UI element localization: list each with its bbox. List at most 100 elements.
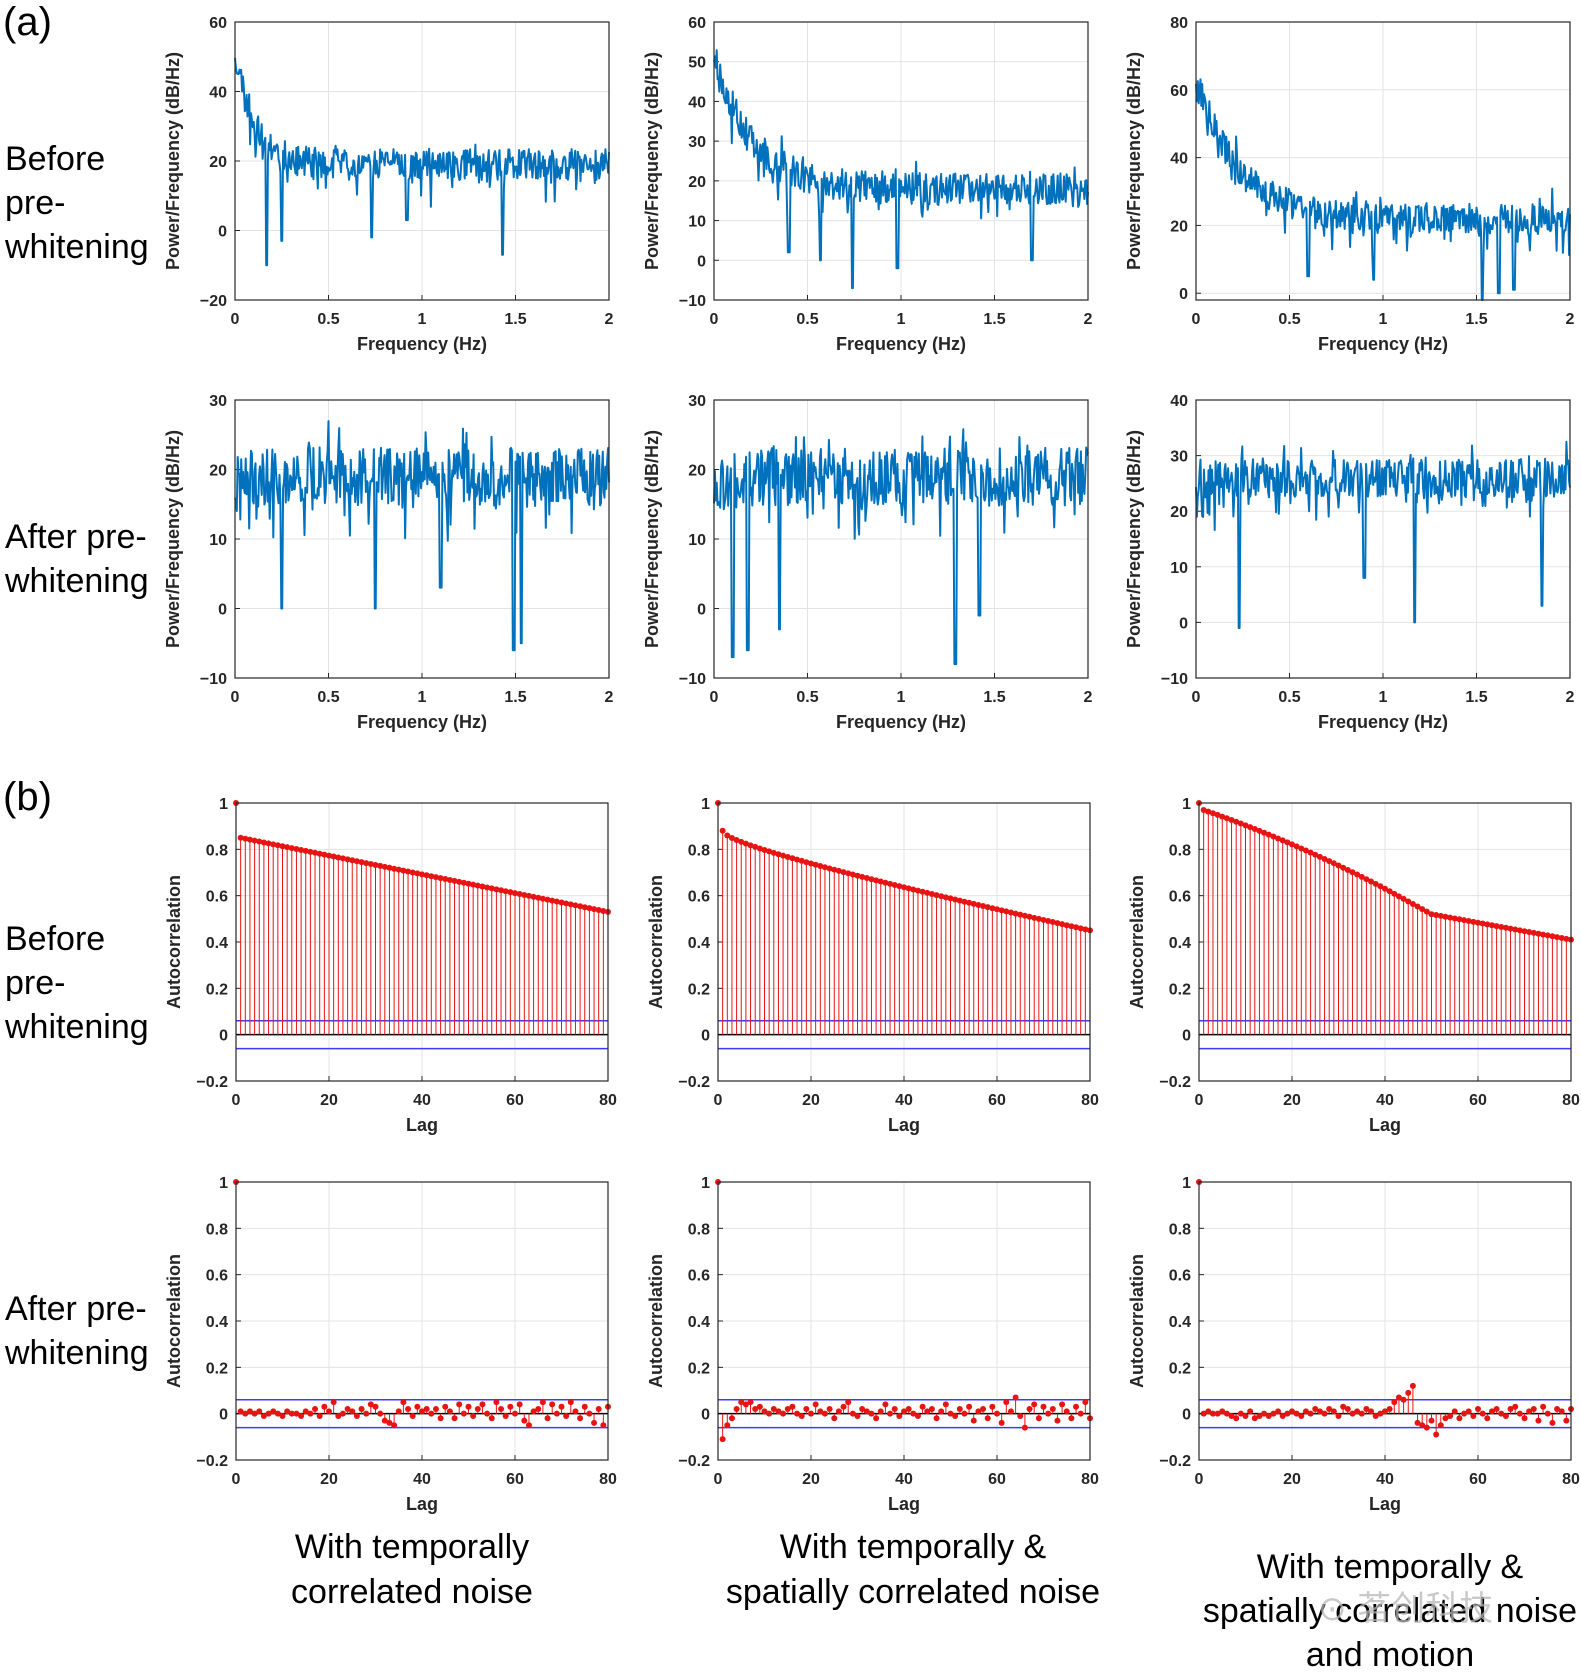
marker-lag-54 [484, 884, 491, 891]
marker-lag-58 [502, 888, 509, 895]
x-tick-label: 0 [232, 1471, 241, 1488]
y-tick-label: 0.8 [1169, 1221, 1191, 1238]
marker-lag-77 [1073, 924, 1080, 931]
marker-lag-69 [1035, 915, 1042, 922]
marker-lag-21 [812, 861, 819, 868]
row-label-b2-line1: After pre- [5, 1290, 147, 1328]
marker-lag-20 [808, 1410, 814, 1417]
marker-lag-23 [339, 1410, 346, 1417]
marker-lag-38 [1372, 880, 1379, 887]
marker-lag-73 [1054, 1417, 1061, 1424]
y-tick-label: 1 [701, 796, 710, 813]
y-tick-label: 20 [1170, 504, 1188, 521]
marker-lag-66 [1021, 1424, 1028, 1431]
marker-lag-31 [1340, 1403, 1347, 1410]
x-tick-label: 80 [1081, 1092, 1099, 1109]
marker-lag-56 [1456, 1415, 1463, 1422]
marker-lag-63 [1007, 1408, 1014, 1415]
marker-lag-39 [896, 883, 903, 890]
marker-lag-43 [1395, 893, 1402, 900]
marker-lag-70 [1521, 1415, 1528, 1422]
marker-lag-79 [1082, 926, 1089, 933]
marker-lag-20 [1289, 841, 1295, 848]
marker-lag-55 [970, 1417, 977, 1424]
marker-lag-13 [293, 1410, 300, 1417]
marker-lag-51 [952, 896, 959, 903]
marker-lag-22 [335, 854, 342, 861]
marker-lag-23 [821, 864, 828, 871]
y-tick-label: −0.2 [1159, 1074, 1191, 1091]
x-tick-label: 40 [895, 1471, 913, 1488]
marker-lag-21 [1293, 1410, 1300, 1417]
marker-lag-40 [1382, 1408, 1388, 1415]
x-tick-label: 1 [1379, 311, 1388, 328]
marker-lag-4 [251, 1410, 258, 1417]
marker-lag-16 [1270, 833, 1277, 840]
marker-lag-17 [312, 849, 319, 856]
marker-lag-22 [335, 1412, 342, 1419]
marker-lag-67 [1507, 925, 1514, 932]
marker-lag-61 [1479, 1410, 1486, 1417]
y-tick-label: 80 [1170, 15, 1188, 32]
marker-lag-35 [395, 1408, 402, 1415]
marker-lag-62 [1003, 1399, 1010, 1406]
marker-lag-38 [891, 881, 898, 888]
x-tick-label: 0.5 [1278, 689, 1300, 706]
marker-lag-29 [1330, 860, 1337, 867]
y-tick-label: 30 [688, 134, 706, 151]
x-tick-label: 80 [599, 1471, 617, 1488]
marker-lag-40 [1382, 885, 1388, 892]
y-tick-label: 60 [209, 15, 227, 32]
marker-lag-58 [502, 1412, 509, 1419]
marker-lag-24 [826, 1406, 833, 1413]
marker-lag-3 [728, 1415, 735, 1422]
x-tick-label: 20 [1283, 1092, 1301, 1109]
marker-lag-16 [789, 855, 796, 862]
marker-lag-60 [994, 1410, 1000, 1417]
x-axis-label: Lag [406, 1115, 438, 1135]
marker-lag-30 [854, 1412, 861, 1419]
marker-lag-56 [1456, 916, 1463, 923]
x-axis-label: Frequency (Hz) [1318, 712, 1448, 732]
marker-lag-60 [994, 906, 1000, 913]
marker-lag-14 [1261, 1410, 1268, 1417]
y-tick-label: 0 [697, 253, 706, 270]
marker-lag-67 [1026, 1406, 1033, 1413]
marker-lag-40 [419, 871, 425, 878]
marker-lag-60 [512, 1410, 518, 1417]
marker-lag-47 [933, 1415, 940, 1422]
column-label-1-line1: With temporally [295, 1528, 529, 1566]
marker-lag-36 [1363, 876, 1370, 883]
marker-lag-63 [1488, 922, 1495, 929]
marker-lag-78 [1558, 1408, 1565, 1415]
x-tick-label: 20 [1283, 1471, 1301, 1488]
marker-lag-66 [539, 895, 546, 902]
x-tick-label: 0 [231, 689, 240, 706]
marker-lag-19 [1284, 839, 1291, 846]
y-tick-label: −10 [200, 671, 227, 688]
marker-lag-44 [919, 888, 926, 895]
x-tick-label: 60 [1469, 1092, 1487, 1109]
marker-lag-17 [794, 856, 801, 863]
marker-lag-79 [1082, 1399, 1089, 1406]
y-tick-label: 0 [1182, 1028, 1191, 1045]
x-tick-label: 20 [802, 1471, 820, 1488]
marker-lag-51 [470, 881, 477, 888]
marker-lag-70 [558, 899, 565, 906]
marker-lag-28 [1326, 1406, 1333, 1413]
marker-lag-64 [530, 1408, 537, 1415]
marker-lag-46 [928, 1406, 935, 1413]
marker-lag-63 [1007, 909, 1014, 916]
y-tick-label: 0 [219, 1407, 228, 1424]
marker-lag-14 [1261, 829, 1268, 836]
marker-lag-67 [1026, 913, 1033, 920]
marker-lag-6 [1223, 815, 1230, 822]
y-tick-label: 0 [701, 1407, 710, 1424]
marker-lag-10 [761, 1408, 768, 1415]
marker-lag-50 [947, 1410, 954, 1417]
y-axis-label: Power/Frequency (dB/Hz) [163, 430, 183, 648]
column-label-3-line2: spatially correlated noise [1203, 1592, 1577, 1630]
marker-lag-13 [775, 851, 782, 858]
